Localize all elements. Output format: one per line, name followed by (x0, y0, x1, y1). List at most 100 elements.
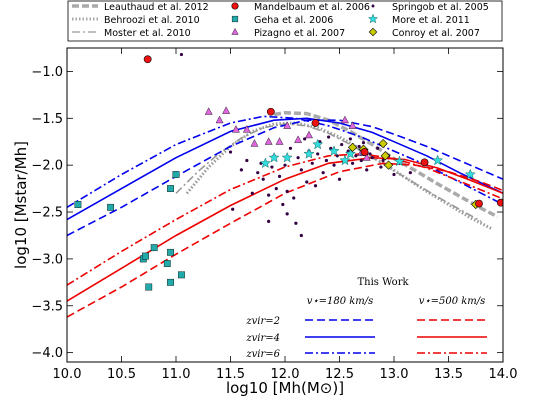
this-work-row-label: zvir=6 (245, 349, 280, 360)
point-conroy-et-al-2007 (380, 151, 390, 161)
point-springob-et-al-2005 (392, 172, 396, 177)
point-springob-et-al-2005 (245, 158, 249, 163)
point-springob-et-al-2005 (292, 196, 296, 200)
point-pizagno-et-al-2007 (362, 153, 371, 161)
point-more-et-al-2011 (312, 138, 324, 150)
point-more-et-al-2011 (464, 168, 476, 180)
point-springob-et-al-2005 (408, 171, 412, 175)
point-conroy-et-al-2007 (378, 138, 388, 149)
point-springob-et-al-2005 (337, 177, 342, 181)
legend-label-geha-et-al-2006: Geha et al. 2006 (254, 15, 333, 26)
x-tick-label: 10.5 (107, 367, 136, 382)
point-conroy-et-al-2007 (347, 142, 358, 152)
legend-marker-pizagno-et-al-2007 (231, 27, 239, 35)
axis-labels: log10 [Mh(M⊙)] log10 [Mstar/Mh] (12, 141, 344, 397)
this-work-column-label: v⋆=500 km/s (419, 296, 486, 307)
point-geha-et-al-2006 (172, 171, 180, 178)
point-springob-et-al-2005 (310, 161, 314, 165)
point-pizagno-et-al-2007 (242, 125, 251, 133)
point-geha-et-al-2006 (167, 248, 174, 256)
this-work-row-label: zvir=2 (245, 316, 280, 327)
point-mandelbaum-et-al-2006 (143, 55, 152, 64)
point-geha-et-al-2006 (163, 260, 171, 267)
point-springob-et-al-2005 (296, 156, 300, 160)
point-springob-et-al-2005 (305, 180, 309, 184)
x-tick-label: 12.5 (325, 367, 354, 382)
point-conroy-et-al-2007 (383, 160, 394, 170)
legend-label-conroy-et-al-2007: Conroy et al. 2007 (392, 28, 480, 39)
legend-label-pizagno-et-al-2007: Pizagno et al. 2007 (254, 28, 345, 39)
y-tick-label: −1.5 (31, 112, 63, 127)
point-springob-et-al-2005 (350, 161, 355, 165)
point-geha-et-al-2006 (142, 252, 149, 260)
series-pizagno-et-al-2007 (204, 106, 371, 161)
legend-marker-springob-et-al-2005 (371, 4, 375, 8)
x-tick-label: 11.0 (162, 367, 191, 382)
point-pizagno-et-al-2007 (204, 107, 213, 115)
point-springob-et-al-2005 (376, 146, 380, 150)
point-springob-et-al-2005 (340, 142, 344, 147)
point-pizagno-et-al-2007 (215, 115, 224, 124)
ticks-layer: 10.0 10.5 11.0 11.5 12.0 12.5 13.0 13.5 14.0 −1.0… (31, 48, 517, 382)
this-work-column-label: v⋆=180 km/s (307, 296, 374, 307)
point-springob-et-al-2005 (267, 193, 271, 197)
point-mandelbaum-et-al-2006 (311, 119, 320, 127)
point-geha-et-al-2006 (145, 283, 153, 291)
legend-label-springob-et-al-2005: Springob et al. 2005 (392, 2, 489, 13)
point-springob-et-al-2005 (365, 168, 369, 172)
this-work-legend: This Work v⋆=180 km/s v⋆=500 km/s zvir=2 zvi… (245, 277, 487, 360)
point-springob-et-al-2005 (288, 146, 293, 150)
point-springob-et-al-2005 (231, 207, 235, 211)
curve-zvir-4-v-180-km-s (67, 117, 503, 221)
point-springob-et-al-2005 (256, 171, 260, 175)
x-tick-label: 10.0 (53, 367, 82, 382)
point-springob-et-al-2005 (299, 233, 303, 238)
series-geha-et-al-2006 (74, 171, 185, 291)
point-springob-et-al-2005 (228, 150, 233, 154)
point-springob-et-al-2005 (354, 154, 358, 158)
y-tick-label: −2.5 (31, 206, 63, 221)
series-springob-et-al-2005 (179, 52, 412, 238)
point-springob-et-al-2005 (329, 146, 333, 150)
legend-marker-more-et-al-2011 (367, 13, 379, 24)
point-pizagno-et-al-2007 (305, 130, 313, 139)
point-springob-et-al-2005 (299, 168, 303, 172)
point-pizagno-et-al-2007 (275, 137, 284, 145)
curve-zvir-4-v-500-km-s (67, 156, 503, 302)
point-springob-et-al-2005 (239, 168, 243, 172)
point-geha-et-al-2006 (74, 201, 82, 208)
point-springob-et-al-2005 (348, 137, 352, 141)
x-tick-label: 12.0 (271, 367, 300, 382)
point-pizagno-et-al-2007 (250, 139, 259, 147)
y-tick-label: −2.0 (31, 159, 63, 174)
point-springob-et-al-2005 (313, 184, 318, 188)
point-springob-et-al-2005 (267, 219, 271, 224)
point-pizagno-et-al-2007 (232, 125, 240, 133)
point-springob-et-al-2005 (332, 163, 336, 167)
point-springob-et-al-2005 (357, 144, 361, 149)
point-more-et-al-2011 (259, 157, 271, 169)
point-more-et-al-2011 (328, 145, 340, 156)
point-springob-et-al-2005 (281, 202, 285, 207)
point-springob-et-al-2005 (381, 158, 385, 163)
point-mandelbaum-et-al-2006 (475, 199, 483, 208)
y-axis-label: log10 [Mstar/Mh] (12, 141, 30, 269)
point-mandelbaum-et-al-2006 (360, 148, 369, 156)
legend-label-mandelbaum-et-al-2006: Mandelbaum et al. 2006 (254, 2, 370, 13)
point-geha-et-al-2006 (178, 271, 185, 279)
legend-label-more-et-al-2011: More et al. 2011 (392, 15, 470, 26)
legend-label-leauthaud-et-al-2012: Leauthaud et al. 2012 (104, 2, 209, 13)
point-springob-et-al-2005 (277, 174, 282, 179)
x-axis-label: log10 [Mh(M⊙)] (226, 379, 344, 397)
point-pizagno-et-al-2007 (341, 115, 349, 124)
point-springob-et-al-2005 (316, 152, 320, 156)
legend-label-moster-et-al-2010: Moster et al. 2010 (104, 28, 191, 39)
point-mandelbaum-et-al-2006 (496, 198, 503, 207)
point-springob-et-al-2005 (270, 165, 274, 169)
point-springob-et-al-2005 (321, 171, 325, 175)
point-more-et-al-2011 (393, 155, 406, 167)
legend-marker-conroy-et-al-2007 (368, 27, 378, 37)
x-tick-label: 11.5 (216, 367, 245, 382)
point-springob-et-al-2005 (283, 163, 287, 167)
